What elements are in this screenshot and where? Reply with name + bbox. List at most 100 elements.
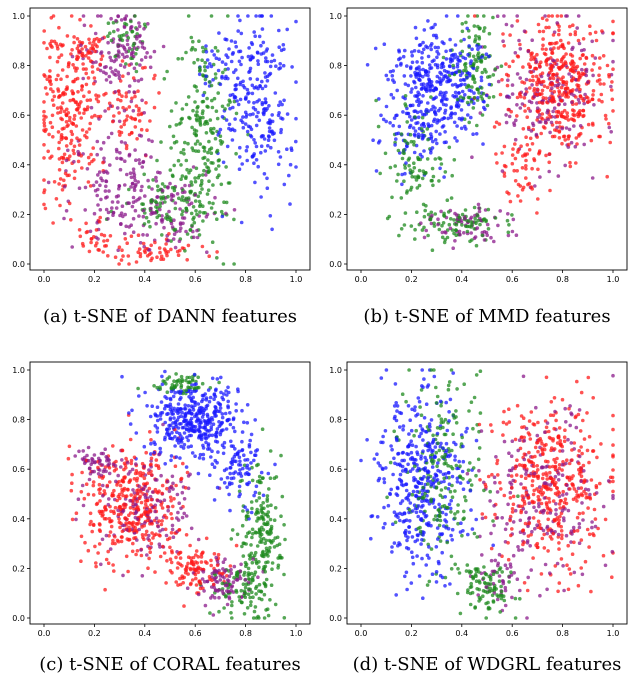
point-red [162, 247, 167, 251]
point-green [460, 212, 465, 217]
point-red [121, 105, 125, 110]
point-green [201, 219, 205, 223]
point-blue [163, 369, 167, 374]
point-purple [185, 586, 190, 590]
point-purple [475, 226, 480, 230]
point-green [211, 161, 215, 165]
point-red [106, 549, 110, 554]
point-blue [210, 433, 215, 438]
point-green [464, 69, 468, 73]
point-green [184, 158, 189, 163]
point-red [135, 499, 139, 504]
point-red [570, 68, 575, 73]
point-red [557, 28, 561, 32]
point-green [189, 35, 194, 40]
point-red [572, 529, 576, 533]
point-green [259, 508, 264, 512]
point-blue [169, 389, 174, 394]
point-green [202, 149, 207, 153]
point-red [70, 481, 74, 486]
point-purple [156, 170, 160, 175]
point-green [243, 585, 248, 590]
point-red [60, 160, 65, 165]
point-purple [162, 225, 166, 230]
point-red [549, 64, 554, 68]
point-red [87, 127, 92, 131]
point-purple [497, 574, 502, 578]
point-blue [263, 71, 267, 75]
point-blue [210, 49, 214, 53]
point-red [574, 136, 579, 140]
point-green [239, 588, 244, 593]
point-blue [191, 408, 196, 412]
point-red [489, 423, 493, 427]
point-green [272, 518, 277, 522]
point-blue [428, 89, 433, 93]
point-blue [239, 31, 244, 36]
point-red [42, 156, 46, 160]
point-red [60, 68, 65, 72]
point-green [432, 224, 437, 228]
point-green [256, 462, 260, 467]
point-red [576, 70, 581, 75]
point-red [594, 38, 599, 43]
point-blue [172, 416, 176, 420]
point-red [171, 504, 175, 509]
point-green [185, 167, 189, 172]
point-purple [86, 458, 91, 463]
point-blue [186, 445, 191, 449]
point-red [121, 503, 126, 507]
point-green [282, 572, 286, 577]
point-blue [235, 99, 239, 103]
point-green [265, 494, 270, 498]
point-purple [160, 527, 165, 532]
point-blue [186, 421, 191, 425]
point-green [266, 504, 270, 508]
point-green [268, 545, 272, 550]
point-blue [197, 422, 201, 426]
point-red [79, 116, 83, 120]
point-red [507, 191, 511, 196]
point-red [581, 108, 585, 113]
point-green [268, 476, 273, 481]
point-purple [576, 486, 581, 491]
point-red [571, 474, 575, 478]
point-blue [419, 481, 424, 486]
point-blue [155, 405, 160, 410]
point-red [90, 115, 94, 119]
point-red [526, 125, 531, 130]
point-blue [187, 395, 191, 399]
point-blue [266, 144, 270, 148]
point-red [548, 76, 553, 80]
point-purple [104, 71, 108, 76]
point-purple [127, 84, 132, 88]
point-red [515, 95, 520, 100]
point-green [181, 209, 185, 213]
point-red [502, 144, 507, 149]
point-blue [421, 503, 425, 508]
point-green [242, 573, 246, 577]
point-green [203, 60, 207, 65]
point-red [48, 120, 53, 125]
point-red [536, 22, 541, 27]
point-red [189, 556, 193, 560]
point-red [85, 98, 90, 103]
point-blue [249, 54, 254, 58]
point-blue [272, 138, 277, 143]
point-blue [222, 392, 226, 396]
point-purple [90, 469, 95, 474]
point-red [551, 76, 556, 81]
point-red [510, 507, 515, 511]
point-blue [237, 167, 242, 171]
point-red [52, 180, 57, 184]
point-purple [145, 489, 150, 493]
point-purple [514, 233, 519, 237]
point-purple [126, 71, 131, 76]
point-blue [171, 425, 176, 430]
point-purple [184, 514, 189, 518]
point-purple [119, 18, 124, 22]
point-green [155, 158, 159, 163]
point-red [147, 486, 152, 491]
point-green [192, 128, 197, 132]
point-red [589, 589, 593, 594]
